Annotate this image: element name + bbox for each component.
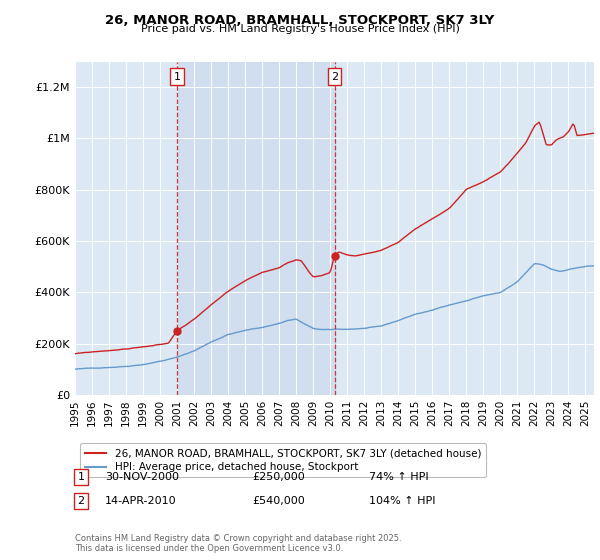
Legend: 26, MANOR ROAD, BRAMHALL, STOCKPORT, SK7 3LY (detached house), HPI: Average pric: 26, MANOR ROAD, BRAMHALL, STOCKPORT, SK7… — [80, 444, 486, 477]
Text: Price paid vs. HM Land Registry's House Price Index (HPI): Price paid vs. HM Land Registry's House … — [140, 24, 460, 34]
Text: 2: 2 — [331, 72, 338, 82]
Text: £540,000: £540,000 — [252, 496, 305, 506]
Text: £250,000: £250,000 — [252, 472, 305, 482]
Text: 1: 1 — [173, 72, 181, 82]
Bar — [177, 62, 335, 395]
Text: 14-APR-2010: 14-APR-2010 — [105, 496, 176, 506]
Text: Contains HM Land Registry data © Crown copyright and database right 2025.
This d: Contains HM Land Registry data © Crown c… — [75, 534, 401, 553]
Text: 1: 1 — [77, 472, 85, 482]
Text: 104% ↑ HPI: 104% ↑ HPI — [369, 496, 436, 506]
Text: 2: 2 — [77, 496, 85, 506]
Text: 30-NOV-2000: 30-NOV-2000 — [105, 472, 179, 482]
Text: 26, MANOR ROAD, BRAMHALL, STOCKPORT, SK7 3LY: 26, MANOR ROAD, BRAMHALL, STOCKPORT, SK7… — [106, 14, 494, 27]
Text: 74% ↑ HPI: 74% ↑ HPI — [369, 472, 428, 482]
